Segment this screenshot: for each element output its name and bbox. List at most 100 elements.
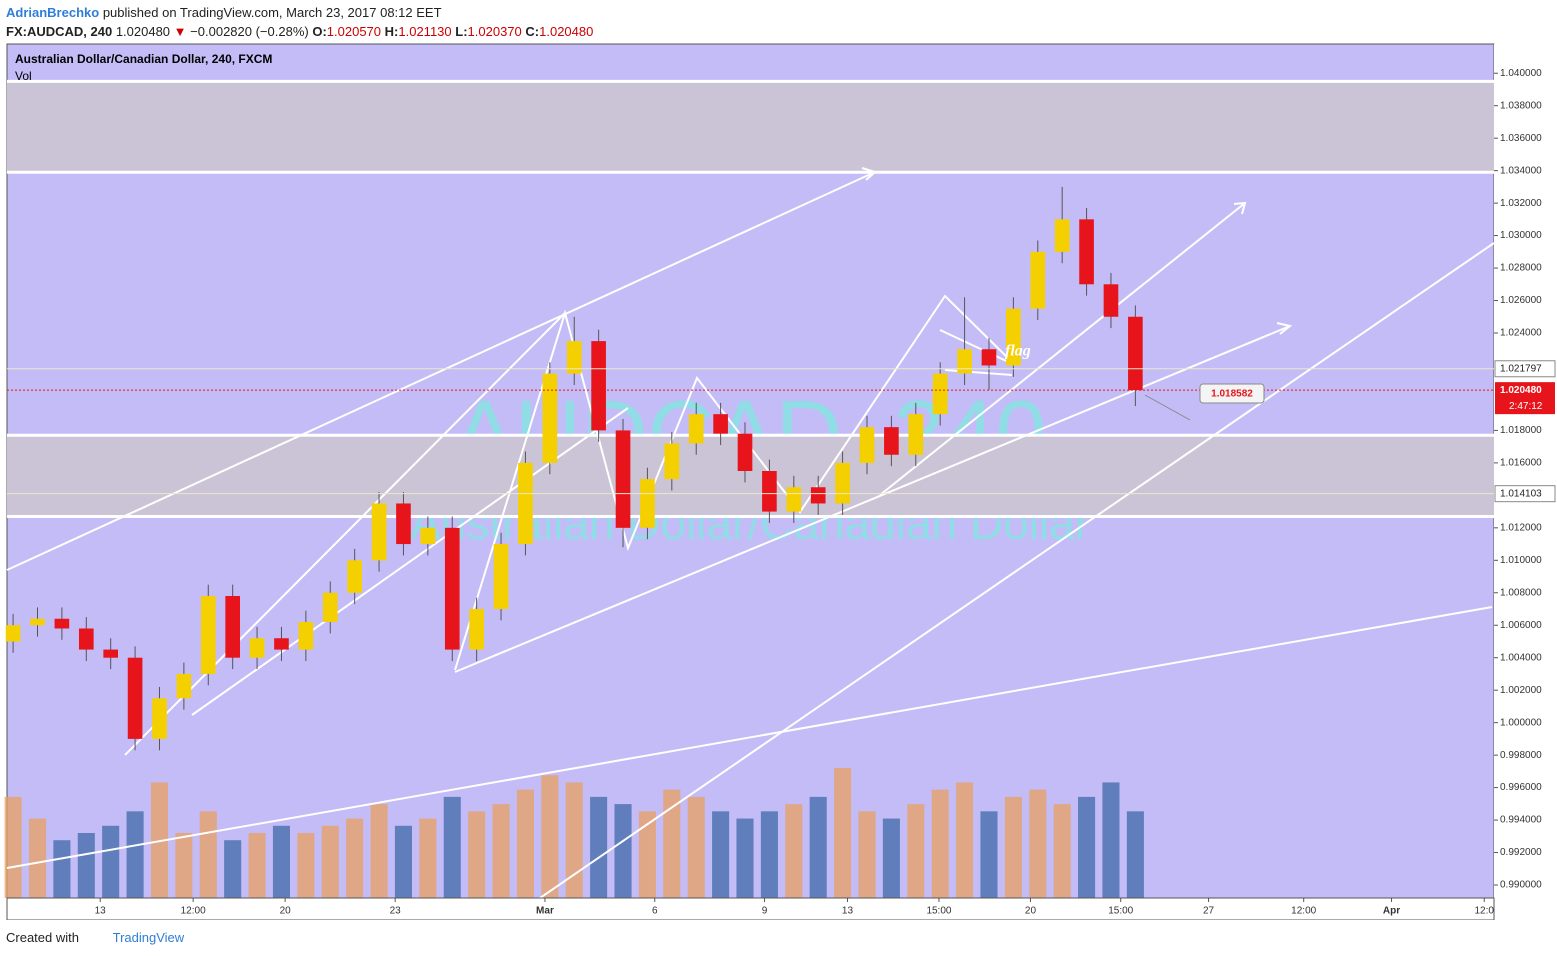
author[interactable]: AdrianBrechko	[6, 5, 100, 20]
y-tick-label: 1.010000	[1500, 555, 1542, 566]
candle-body	[298, 621, 314, 650]
countdown: 2:47:12	[1509, 401, 1543, 412]
candle-body	[688, 414, 704, 444]
x-tick-label: 13	[842, 906, 854, 917]
last: 1.020480	[115, 24, 171, 39]
volume-bar	[858, 811, 876, 898]
x-tick-label: 12:00	[181, 906, 206, 917]
candle-body	[1054, 219, 1070, 252]
annotation: flag	[1005, 343, 1031, 360]
volume-group	[4, 768, 1144, 898]
volume-bar	[956, 782, 974, 898]
c-label: C:	[525, 24, 540, 39]
time-axis	[6, 897, 1495, 920]
candle-body	[1128, 316, 1143, 391]
header-line: AdrianBrechko published on TradingView.c…	[6, 3, 593, 22]
candle-body	[54, 618, 70, 629]
volume-bar	[1029, 789, 1047, 898]
y-tick-label: 1.016000	[1500, 458, 1542, 469]
volume-bar	[760, 811, 778, 898]
volume-bar	[297, 833, 315, 898]
candle-body	[542, 373, 558, 463]
candle-body	[566, 341, 582, 374]
x-tick-label: 20	[280, 906, 292, 917]
volume-bar	[492, 804, 510, 898]
candle-body	[396, 503, 411, 545]
candle-body	[957, 349, 972, 374]
x-tick-label: 15:00	[1108, 906, 1133, 917]
y-tick-label: 1.032000	[1500, 198, 1542, 209]
candle-body	[1030, 251, 1046, 309]
candle-body	[1103, 284, 1119, 317]
arrow: ▼	[173, 24, 187, 39]
candle-body	[591, 341, 606, 431]
volume-bar	[1102, 782, 1120, 898]
candle-body	[274, 638, 289, 650]
trend-line	[6, 606, 1493, 869]
candle-body	[30, 618, 45, 626]
footer: Created with TradingView	[6, 930, 184, 945]
volume-bar	[102, 825, 120, 898]
volume-bar	[77, 833, 95, 898]
trend-line	[539, 242, 1495, 899]
arrow-head	[1233, 201, 1247, 215]
callout-box	[1199, 383, 1265, 404]
created: Created with	[6, 930, 79, 945]
candle-body	[152, 698, 167, 739]
volume-bar	[28, 818, 47, 898]
candle-body	[200, 596, 216, 674]
y-tick-label: 1.038000	[1500, 100, 1542, 111]
x-tick-label: 6	[652, 906, 658, 917]
candle-body	[884, 427, 899, 455]
candle-body	[762, 471, 777, 512]
candle-body	[322, 592, 338, 622]
volume-bar	[712, 811, 730, 898]
volume-bar	[980, 811, 998, 898]
price-axis	[1494, 44, 1556, 898]
volume-bar	[53, 840, 71, 898]
volume-bar	[590, 796, 608, 898]
volume-bar	[468, 811, 486, 898]
volume-bar	[346, 818, 364, 898]
price-tag	[1494, 360, 1556, 378]
x-tick-label: 12:00	[1291, 906, 1316, 917]
candle-body	[664, 443, 680, 480]
y-tick-label: 1.018000	[1500, 425, 1542, 436]
candle-body	[78, 628, 94, 650]
volume-bar	[199, 811, 217, 898]
y-tick-label: 1.028000	[1500, 263, 1542, 274]
x-tick-label: 27	[1203, 906, 1215, 917]
candle-body	[249, 638, 265, 658]
price-tag-label: 1.021797	[1500, 363, 1542, 374]
y-tick-label: 0.990000	[1500, 880, 1542, 891]
volume-bar	[370, 804, 388, 898]
volume-bar	[394, 825, 412, 898]
candle-body	[859, 427, 875, 463]
y-tick-label: 1.006000	[1500, 620, 1542, 631]
candle-body	[225, 596, 240, 658]
flag-line	[939, 329, 1016, 366]
volume-bar	[882, 818, 900, 898]
candle-body	[981, 349, 997, 366]
x-tick-label: 9	[762, 906, 768, 917]
candle-body	[103, 649, 119, 658]
callout-pointer	[1144, 394, 1191, 421]
candle-body	[493, 544, 509, 610]
y-tick-label: 1.036000	[1500, 133, 1542, 144]
price-tag-label: 1.014103	[1500, 488, 1542, 499]
brand[interactable]: TradingView	[112, 930, 185, 945]
y-tick-label: 0.996000	[1500, 782, 1542, 793]
y-tick-label: 1.030000	[1500, 230, 1542, 241]
arrow-head	[1276, 322, 1293, 335]
candle-body	[810, 487, 826, 504]
candle-body	[737, 433, 753, 471]
volume-bar	[126, 811, 144, 898]
volume-bar	[516, 789, 534, 898]
candle-body	[1006, 308, 1021, 366]
volume-bar	[541, 775, 559, 898]
volume-bar	[931, 789, 949, 898]
candles	[5, 186, 1143, 751]
y-tick-label: 1.004000	[1500, 652, 1542, 663]
trend-line	[879, 202, 1246, 496]
